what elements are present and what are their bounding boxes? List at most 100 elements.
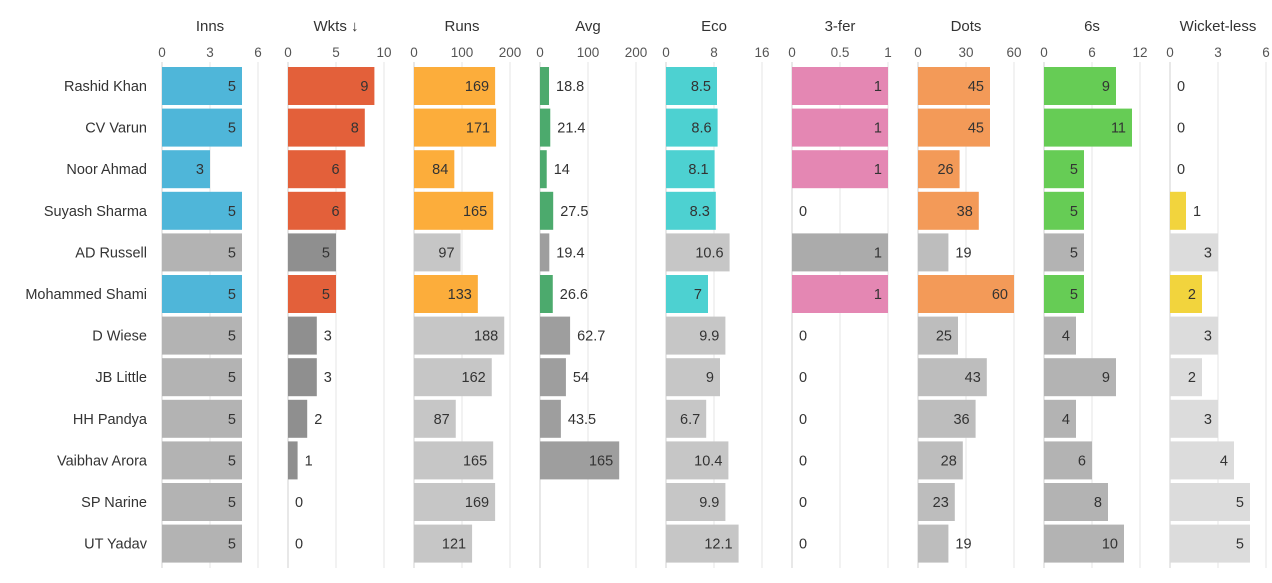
column-header-inns: Inns (196, 18, 224, 35)
value-label-dots-suyash-sharma: 38 (957, 204, 973, 220)
value-label-wkts-cv-varun: 8 (351, 121, 359, 137)
value-label-6s-ad-russell: 5 (1070, 245, 1078, 261)
bar-wicket-less-mohammed-shami (1170, 275, 1202, 313)
value-label-3-fer-d-wiese: 0 (799, 329, 807, 345)
tick-label-6s-0: 0 (1040, 45, 1048, 60)
column-header-dots: Dots (951, 18, 982, 35)
value-label-wicket-less-suyash-sharma: 1 (1193, 204, 1201, 220)
value-label-avg-mohammed-shami: 26.6 (560, 287, 588, 303)
value-label-3-fer-ut-yadav: 0 (799, 537, 807, 553)
bar-inns-cv-varun (162, 108, 242, 147)
value-label-wicket-less-jb-little: 2 (1188, 370, 1196, 386)
value-label-3-fer-cv-varun: 1 (874, 121, 882, 137)
bar-wicket-less-ad-russell (1170, 233, 1218, 272)
value-label-runs-ut-yadav: 121 (442, 537, 466, 553)
value-label-avg-d-wiese: 62.7 (577, 329, 605, 345)
bar-wkts-vaibhav-arora (288, 441, 298, 480)
tick-label-avg-0: 0 (536, 45, 544, 60)
bar-inns-d-wiese (162, 316, 242, 355)
value-label-inns-mohammed-shami: 5 (228, 287, 236, 303)
value-label-runs-jb-little: 162 (462, 370, 486, 386)
bar-wicket-less-jb-little (1170, 358, 1202, 397)
bar-avg-cv-varun (540, 108, 551, 147)
bar-wicket-less-d-wiese (1170, 316, 1218, 355)
column-header-wicket-less: Wicket-less (1180, 18, 1257, 35)
value-label-dots-jb-little: 43 (965, 370, 981, 386)
player-name-sp-narine: SP Narine (81, 495, 147, 511)
value-label-runs-hh-pandya: 87 (434, 412, 450, 428)
column-header-3-fer: 3-fer (825, 18, 856, 35)
bar-eco-d-wiese (666, 316, 726, 355)
value-label-6s-suyash-sharma: 5 (1070, 204, 1078, 220)
bar-runs-ad-russell (414, 233, 461, 272)
value-label-inns-ad-russell: 5 (228, 245, 236, 261)
value-label-avg-ad-russell: 19.4 (556, 245, 584, 261)
bar-eco-vaibhav-arora (666, 441, 729, 480)
value-label-6s-mohammed-shami: 5 (1070, 287, 1078, 303)
bar-6s-ut-yadav (1044, 524, 1124, 563)
bar-dots-mohammed-shami (918, 275, 1014, 313)
bar-inns-mohammed-shami (162, 275, 242, 313)
value-label-wkts-noor-ahmad: 6 (332, 162, 340, 178)
value-label-inns-cv-varun: 5 (228, 121, 236, 137)
bar-inns-noor-ahmad (162, 150, 210, 189)
value-label-runs-noor-ahmad: 84 (432, 162, 448, 178)
value-label-wicket-less-sp-narine: 5 (1236, 495, 1244, 511)
bar-dots-noor-ahmad (918, 150, 960, 189)
value-label-inns-hh-pandya: 5 (228, 412, 236, 428)
value-label-6s-noor-ahmad: 5 (1070, 162, 1078, 178)
tick-label-wkts-2: 10 (376, 45, 391, 60)
value-label-3-fer-ad-russell: 1 (874, 245, 882, 261)
bar-inns-ut-yadav (162, 524, 242, 563)
value-label-eco-vaibhav-arora: 10.4 (694, 453, 722, 469)
bar-inns-rashid-khan (162, 67, 242, 105)
bar-eco-sp-narine (666, 483, 726, 521)
bar-wkts-ad-russell (288, 233, 336, 272)
value-label-3-fer-vaibhav-arora: 0 (799, 453, 807, 469)
value-label-wkts-sp-narine: 0 (295, 495, 303, 511)
value-label-inns-ut-yadav: 5 (228, 537, 236, 553)
bar-6s-hh-pandya (1044, 399, 1076, 438)
bar-avg-vaibhav-arora (540, 441, 620, 480)
value-label-3-fer-jb-little: 0 (799, 370, 807, 386)
value-label-avg-hh-pandya: 43.5 (568, 412, 596, 428)
value-label-6s-rashid-khan: 9 (1102, 79, 1110, 95)
bar-avg-suyash-sharma (540, 191, 554, 230)
bar-dots-d-wiese (918, 316, 958, 355)
player-name-noor-ahmad: Noor Ahmad (66, 162, 147, 178)
value-label-avg-jb-little: 54 (573, 370, 589, 386)
bar-avg-hh-pandya (540, 399, 561, 438)
tick-label-6s-2: 12 (1132, 45, 1147, 60)
tick-label-dots-1: 30 (958, 45, 973, 60)
value-label-dots-sp-narine: 23 (933, 495, 949, 511)
bar-6s-jb-little (1044, 358, 1116, 397)
bar-dots-suyash-sharma (918, 191, 979, 230)
bar-wkts-suyash-sharma (288, 191, 346, 230)
player-name-d-wiese: D Wiese (92, 329, 147, 345)
value-label-wicket-less-noor-ahmad: 0 (1177, 162, 1185, 178)
tick-label-runs-0: 0 (410, 45, 418, 60)
value-label-wkts-hh-pandya: 2 (314, 412, 322, 428)
value-label-eco-sp-narine: 9.9 (699, 495, 719, 511)
bar-eco-mohammed-shami (666, 275, 708, 313)
value-label-6s-cv-varun: 11 (1111, 121, 1126, 137)
bar-wkts-mohammed-shami (288, 275, 336, 313)
value-label-wicket-less-ut-yadav: 5 (1236, 537, 1244, 553)
value-label-dots-noor-ahmad: 26 (937, 162, 953, 178)
column-header-runs: Runs (444, 18, 479, 35)
player-name-rashid-khan: Rashid Khan (64, 79, 147, 95)
value-label-wkts-mohammed-shami: 5 (322, 287, 330, 303)
value-label-wicket-less-d-wiese: 3 (1204, 329, 1212, 345)
value-label-dots-vaibhav-arora: 28 (941, 453, 957, 469)
value-label-wicket-less-ad-russell: 3 (1204, 245, 1212, 261)
bar-runs-ut-yadav (414, 524, 473, 563)
tick-label-3-fer-1: 0.5 (831, 45, 850, 60)
value-label-wkts-suyash-sharma: 6 (332, 204, 340, 220)
bar-inns-hh-pandya (162, 399, 242, 438)
bar-runs-jb-little (414, 358, 492, 397)
value-label-dots-hh-pandya: 36 (953, 412, 969, 428)
tick-label-wicket-less-1: 3 (1214, 45, 1222, 60)
player-name-cv-varun: CV Varun (85, 121, 147, 137)
tick-label-inns-2: 6 (254, 45, 262, 60)
bar-avg-noor-ahmad (540, 150, 547, 189)
